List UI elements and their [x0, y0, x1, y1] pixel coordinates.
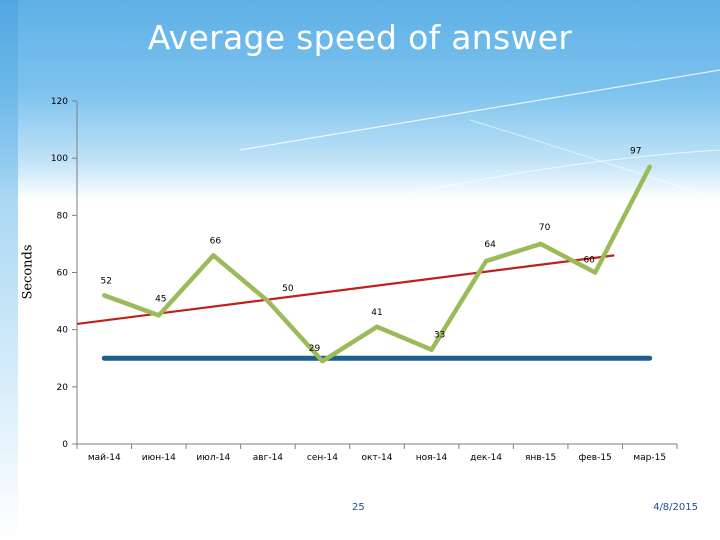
data-label: 64 [484, 240, 496, 250]
x-tick-label: окт-14 [362, 453, 393, 463]
date-footer: 4/8/2015 [653, 502, 698, 513]
x-tick-label: дек-14 [470, 453, 502, 463]
data-label: 29 [309, 344, 321, 354]
sidebar-decoration [0, 0, 18, 540]
actual-point [320, 358, 325, 364]
data-label: 60 [583, 256, 595, 266]
data-label: 70 [539, 223, 551, 233]
x-tick-label: янв-15 [525, 453, 556, 463]
actual-point [592, 270, 598, 275]
target-point [211, 356, 215, 360]
data-label: 33 [434, 331, 445, 341]
title-band-decoration [239, 69, 720, 200]
actual-point [211, 253, 216, 258]
page-number: 25 [352, 502, 365, 513]
x-tick-label: фев-15 [579, 453, 612, 463]
target-point [429, 356, 434, 360]
actual-point [538, 241, 543, 247]
y-tick-label: 0 [62, 440, 68, 450]
actual-point [156, 313, 162, 318]
target-point [648, 356, 652, 360]
x-tick-label: авг-14 [253, 453, 284, 463]
y-tick-label: 40 [57, 326, 69, 336]
series-line-actual [103, 165, 652, 364]
target-point [539, 356, 543, 360]
x-tick-label: июн-14 [142, 453, 176, 463]
actual-point [102, 293, 107, 298]
target-point [102, 356, 106, 360]
y-tick-label: 100 [51, 154, 68, 164]
data-label: 50 [282, 284, 294, 294]
y-tick-label: 60 [57, 269, 69, 279]
actual-point [647, 164, 652, 169]
target-point [484, 356, 488, 360]
y-tick-label: 120 [51, 97, 68, 107]
slide-title: Average speed of answer [147, 18, 573, 57]
y-tick-label: 80 [57, 211, 69, 221]
target-point [593, 356, 597, 360]
x-tick-label: июл-14 [196, 453, 230, 463]
x-tick-label: сен-14 [307, 453, 338, 463]
data-label: 45 [155, 294, 166, 304]
actual-point [265, 298, 271, 304]
x-tick-label: мар-15 [633, 453, 666, 463]
x-tick-label: ноя-14 [416, 453, 448, 463]
actual-point [429, 347, 434, 352]
y-tick-label: 20 [57, 383, 69, 393]
data-label: 66 [210, 236, 222, 246]
target-point [157, 356, 161, 360]
actual-point [483, 258, 489, 264]
data-label: 52 [101, 276, 112, 286]
target-point [266, 356, 270, 360]
data-label: 41 [371, 308, 382, 318]
trendline [76, 254, 615, 326]
actual-point [374, 324, 380, 330]
title-band [0, 0, 720, 200]
target-point [375, 356, 379, 360]
data-label: 97 [630, 147, 641, 157]
x-tick-label: май-14 [88, 453, 121, 463]
